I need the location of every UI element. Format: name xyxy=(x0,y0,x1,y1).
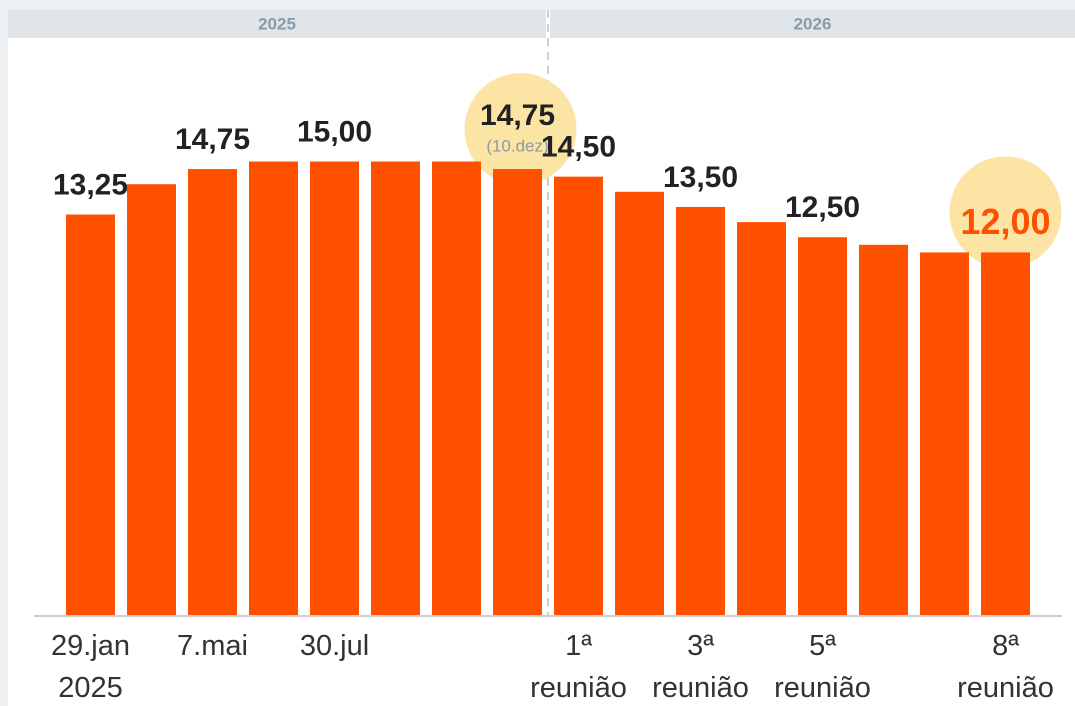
value-note: (10.dez) xyxy=(486,137,548,156)
x-tick-label: 1ª reunião xyxy=(530,630,627,704)
x-tick-line: 3ª xyxy=(687,630,714,662)
x-tick-line: 1ª xyxy=(565,630,592,662)
x-tick-line: 30.jul xyxy=(300,630,369,662)
x-tick-label: 8ª reunião xyxy=(957,630,1054,704)
group-label: 2025 xyxy=(258,14,296,33)
bar xyxy=(127,184,176,616)
x-tick-line: 2025 xyxy=(58,672,123,704)
bar xyxy=(371,161,420,616)
bar xyxy=(188,169,237,616)
value-label: 12,50 xyxy=(785,191,860,224)
bar xyxy=(493,169,542,616)
group-header xyxy=(550,10,1075,38)
x-tick-line: 7.mai xyxy=(177,630,248,662)
bar xyxy=(920,252,969,616)
highlight-circle xyxy=(949,156,1062,269)
value-label: 15,00 xyxy=(297,115,372,148)
bar xyxy=(432,161,481,616)
bar xyxy=(310,161,359,616)
x-tick-line: reunião xyxy=(774,672,871,704)
bar xyxy=(615,191,664,617)
value-label: 13,50 xyxy=(663,161,738,194)
x-tick-label: 7.mai xyxy=(177,630,248,662)
highlight-circle xyxy=(464,73,577,186)
bar xyxy=(737,222,786,616)
value-label: 13,25 xyxy=(53,168,128,201)
bar xyxy=(981,252,1030,616)
x-tick-label: 5ª reunião xyxy=(774,630,871,704)
value-label: 14,50 xyxy=(541,131,616,164)
bar xyxy=(676,206,725,616)
x-tick-line: 29.jan xyxy=(51,630,130,662)
bar xyxy=(249,161,298,616)
bar xyxy=(798,237,847,616)
x-tick-line: reunião xyxy=(957,672,1054,704)
bar xyxy=(859,244,908,616)
x-tick-line: 5ª xyxy=(809,630,836,662)
bar xyxy=(66,214,115,616)
x-tick-label: 3ª reunião xyxy=(652,630,749,704)
x-tick-line: 8ª xyxy=(992,630,1019,662)
x-tick-line: reunião xyxy=(652,672,749,704)
group-label: 2026 xyxy=(794,14,832,33)
x-tick-label: 29.jan 2025 xyxy=(51,630,130,704)
value-label: 14,75 xyxy=(175,123,250,156)
bar xyxy=(554,176,603,616)
group-header xyxy=(8,10,546,38)
x-tick-label: 30.jul xyxy=(300,630,369,662)
value-label: 14,75 xyxy=(480,99,555,132)
value-label: 12,00 xyxy=(960,201,1050,242)
x-tick-line: reunião xyxy=(530,672,627,704)
